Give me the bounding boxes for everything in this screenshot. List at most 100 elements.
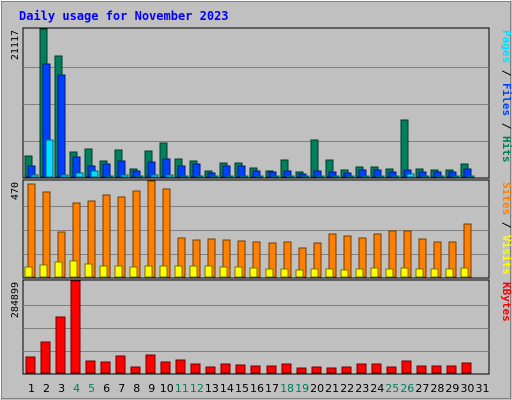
bar-kbytes [416,365,427,374]
bar-pages [271,175,280,178]
legend-entry: Visits [500,235,512,275]
bar-visits [355,268,364,278]
legend-entry: KBytes [500,282,512,322]
bar-files [102,163,111,178]
bar-kbytes [250,365,261,374]
bar-pages [406,173,415,178]
x-tick-label: 12 [190,382,204,395]
bar-pages [105,175,114,178]
bar-files [222,165,231,178]
bar-visits [430,268,439,278]
bar-kbytes [100,361,111,374]
panel-max-label: 284899 [10,282,21,318]
x-tick-label: 11 [175,382,189,395]
bar-pages [60,174,69,178]
bar-pages [75,172,84,178]
bar-pages [45,139,54,178]
bar-visits [340,269,349,278]
panel-kbytes: 284899 KBytes [10,279,512,375]
bar-visits [174,265,183,278]
x-tick-label: 1 [28,382,35,395]
panel-hits_files_pages: 21117 Pages / Files / Hits [10,27,512,179]
panel-max-label: 470 [10,182,21,200]
bar-visits [84,263,93,278]
x-tick-label: 14 [220,382,234,395]
bar-kbytes [431,365,442,374]
panel-plot-area [22,27,490,179]
bar-kbytes [311,366,322,374]
bar-sites [132,190,141,278]
x-axis-labels: 1 2 3 4 5 6 7 8 9 10 11 12 13 14 15 16 17 18 19 20 21 22 23 24 2… [28,382,489,395]
bar-kbytes [175,359,186,374]
panel-visits_sites: 470 Sites / Visits [10,179,512,279]
bar-visits [204,265,213,278]
x-tick-label: 28 [430,382,444,395]
panel-series-legend: Pages / Files / Hits [500,30,512,163]
x-tick-label: 20 [310,382,324,395]
x-tick-label: 17 [265,382,279,395]
bar-visits [39,264,48,278]
bar-pages [90,170,99,178]
bar-visits [370,267,379,278]
x-tick-label: 9 [148,382,155,395]
bar-pages [301,175,310,178]
bar-visits [99,265,108,278]
bar-kbytes [220,363,231,374]
chart-title: Daily usage for November 2023 [19,9,229,23]
panel-max-label: 21117 [10,30,21,60]
x-tick-label: 3 [58,382,65,395]
bar-visits [249,267,258,278]
legend-entry: Hits [500,136,512,163]
bar-pages [255,175,264,178]
x-tick-label: 18 [280,382,294,395]
bar-kbytes [281,363,292,374]
bar-files [177,165,186,178]
bar-pages [210,175,219,178]
x-tick-label: 29 [445,382,459,395]
bar-visits [460,267,469,278]
bar-pages [421,175,430,178]
bar-pages [391,175,400,178]
x-tick-label: 13 [205,382,219,395]
x-tick-label: 15 [235,382,249,395]
bar-visits [219,266,228,278]
x-tick-label: 26 [400,382,414,395]
bar-visits [159,265,168,278]
bar-pages [240,175,249,178]
bar-visits [280,268,289,278]
bar-pages [331,175,340,178]
legend-entry: Sites [500,182,512,215]
bar-pages [120,174,129,178]
bar-sites [42,191,51,278]
bar-visits [144,265,153,278]
bar-kbytes [130,366,141,374]
bar-kbytes [296,367,307,374]
legend-entry: Pages [500,30,512,63]
bar-files [162,158,171,178]
bar-sites [147,180,156,278]
bar-pages [195,175,204,178]
x-tick-label: 6 [103,382,110,395]
bar-pages [165,174,174,178]
bar-visits [129,266,138,278]
bar-kbytes [386,366,397,374]
x-tick-label: 21 [325,382,339,395]
bar-visits [69,260,78,278]
bar-visits [295,269,304,278]
x-tick-label: 7 [118,382,125,395]
bar-pages [150,174,159,178]
bar-pages [361,175,370,178]
x-tick-label: 19 [295,382,309,395]
bar-visits [54,261,63,278]
bar-kbytes [160,361,171,374]
panel-series-legend: KBytes [500,282,512,322]
bar-kbytes [115,355,126,374]
bar-pages [225,175,234,178]
bar-sites [117,196,126,278]
bar-hits [400,119,409,178]
x-tick-label: 22 [340,382,354,395]
bar-pages [346,175,355,178]
x-tick-label: 25 [385,382,399,395]
bar-kbytes [25,356,36,374]
